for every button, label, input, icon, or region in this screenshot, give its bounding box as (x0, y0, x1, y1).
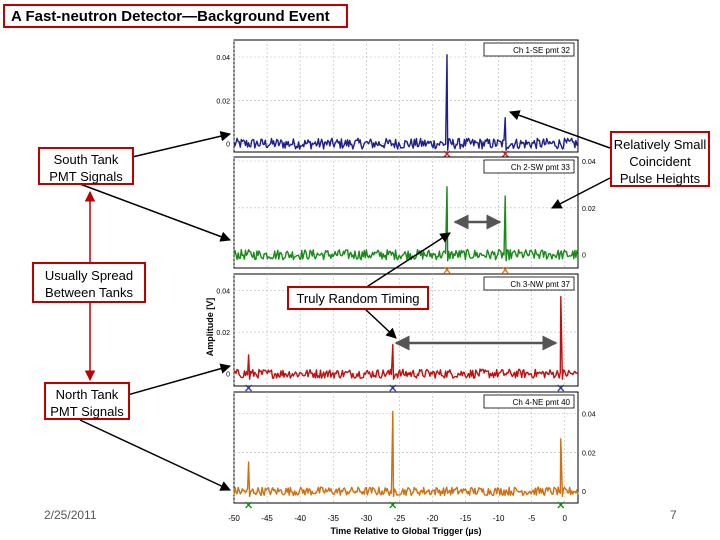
waveform-4 (233, 410, 579, 498)
waveform-1 (233, 54, 579, 151)
callout-pulse-heights: Relatively Small Coincident Pulse Heights (610, 131, 710, 187)
legend-label: Ch 3-NW pmt 37 (510, 280, 570, 289)
random-arrow-to-ch2 (364, 232, 451, 289)
north-arrow-ch3 (123, 363, 232, 397)
legend-label: Ch 2-SW pmt 33 (511, 163, 571, 172)
y-tick-label: 0 (226, 372, 230, 379)
x-axis-label: Time Relative to Global Trigger (µs) (330, 526, 481, 536)
callout-north-tank: North Tank PMT Signals (44, 382, 130, 420)
x-tick-label: -25 (394, 514, 406, 523)
trigger-marker (245, 384, 253, 392)
callout-south-tank: South Tank PMT Signals (38, 147, 134, 185)
x-tick-label: -30 (361, 514, 373, 523)
x-tick-label: -20 (427, 514, 439, 523)
legend-box (483, 42, 575, 57)
y-tick-label: 0.02 (582, 206, 596, 213)
south-arrow-ch2 (79, 183, 231, 242)
x-tick-label: -5 (528, 514, 536, 523)
y-tick-label: 0.04 (582, 159, 596, 166)
panel-frame (233, 39, 579, 153)
x-tick-label: -35 (327, 514, 339, 523)
trigger-marker (443, 150, 451, 158)
legend-label: Ch 4-NE pmt 40 (513, 398, 571, 407)
callout-random-timing: Truly Random Timing (287, 286, 429, 310)
legend-box (483, 276, 575, 291)
y-tick-label: 0 (582, 253, 586, 260)
y-tick-label: 0.04 (582, 411, 596, 418)
y-tick-label: 0 (226, 142, 230, 149)
trigger-marker (389, 384, 397, 392)
north-arrow-ch4 (79, 419, 231, 491)
y-tick-label: 0.04 (216, 288, 230, 295)
waveform-3 (233, 296, 579, 380)
x-tick-label: -15 (460, 514, 472, 523)
x-axis: -50 -45 -40 -35 -30 -25 -20 -15 -10 -5 0 Time Rela… (228, 514, 567, 536)
trigger-marker (501, 266, 509, 274)
waveform-2 (233, 186, 579, 262)
slide-page-number: 7 (670, 508, 677, 522)
x-tick-label: 0 (563, 514, 568, 523)
y-tick-label: 0 (582, 489, 586, 496)
y-axis-label: Amplitude [V] (205, 298, 215, 357)
y-tick-label: 0.02 (582, 450, 596, 457)
trigger-marker (389, 501, 397, 509)
south-arrow-ch1 (127, 131, 232, 159)
panel-1: 0 0.02 0.04 Ch 1-SE pmt 32 (216, 39, 579, 158)
panel-frame (233, 156, 579, 269)
trigger-marker (245, 501, 253, 509)
legend-box (483, 394, 575, 409)
x-tick-label: -40 (294, 514, 306, 523)
pulse-arrow-ch2 (551, 177, 611, 209)
trigger-marker (557, 501, 565, 509)
trigger-marker (557, 384, 565, 392)
y-tick-label: 0.02 (216, 98, 230, 105)
legend-box (483, 159, 575, 174)
x-tick-label: -50 (228, 514, 240, 523)
slide-title: A Fast-neutron Detector—Background Event (3, 4, 348, 28)
pulse-arrow-ch1 (509, 110, 611, 149)
trigger-marker (501, 150, 509, 158)
trigger-marker (443, 266, 451, 274)
annotation-arrows (79, 110, 611, 491)
x-tick-label: -45 (261, 514, 273, 523)
panel-4: 0 0.02 0.04 Ch 4-NE pmt 40 (233, 391, 596, 509)
random-arrow-to-ch3 (364, 308, 397, 339)
callout-usually-spread: Usually Spread Between Tanks (32, 262, 146, 303)
panel-2: 0 0.02 0.04 Ch 2-SW pmt 33 (233, 156, 596, 274)
x-tick-label: -10 (493, 514, 505, 523)
panel-frame (233, 391, 579, 504)
slide-date: 2/25/2011 (44, 508, 97, 522)
y-tick-label: 0.02 (216, 330, 230, 337)
legend-label: Ch 1-SE pmt 32 (513, 46, 570, 55)
y-tick-label: 0.04 (216, 55, 230, 62)
